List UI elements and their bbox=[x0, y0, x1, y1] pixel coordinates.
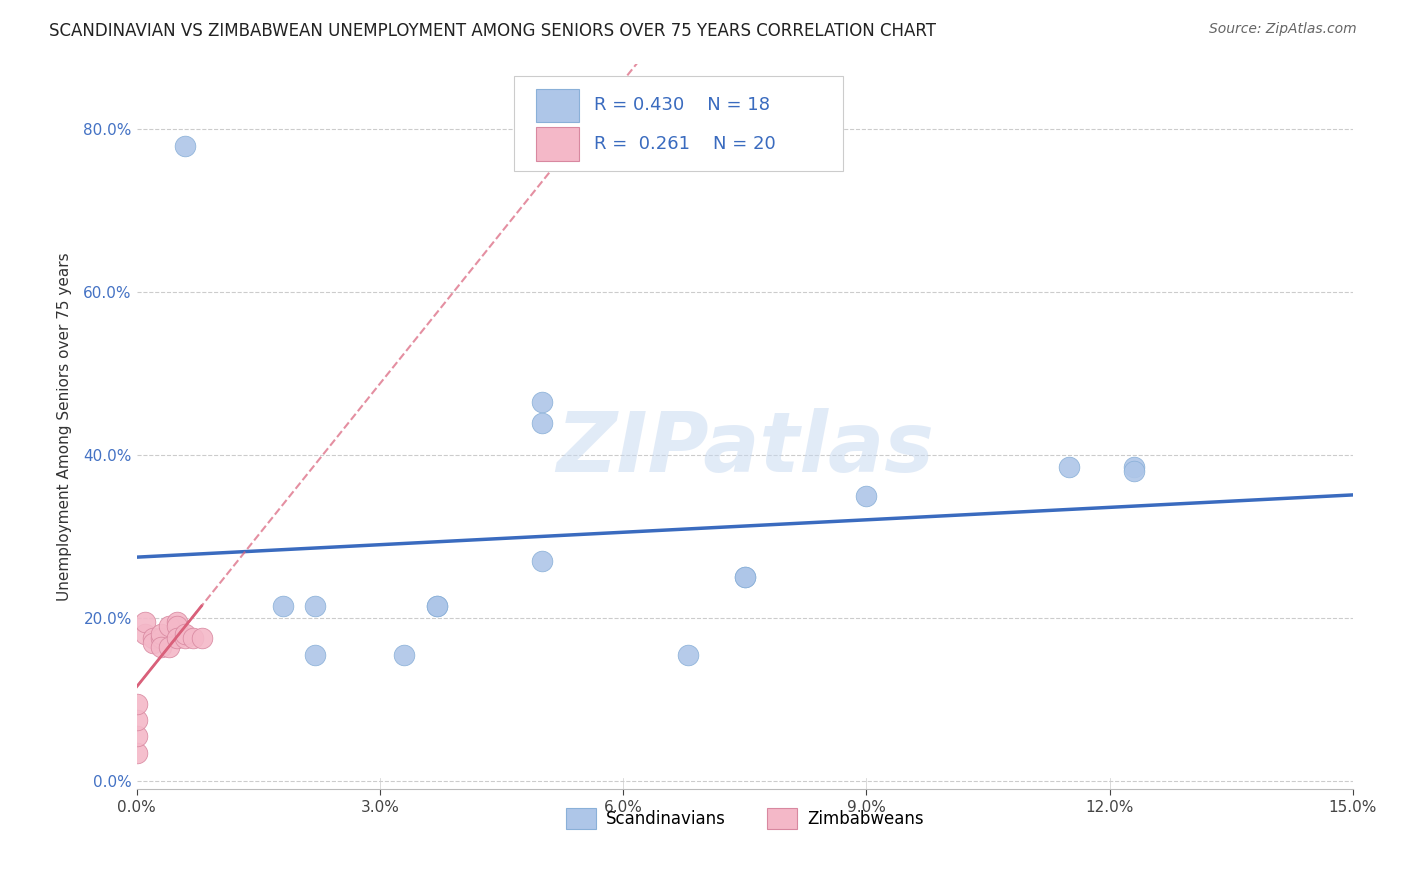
Point bbox=[531, 395, 554, 409]
Y-axis label: Unemployment Among Seniors over 75 years: Unemployment Among Seniors over 75 years bbox=[58, 252, 72, 601]
Point bbox=[149, 627, 172, 641]
Point bbox=[531, 416, 554, 430]
Point bbox=[174, 627, 197, 641]
Point bbox=[125, 746, 148, 760]
Point bbox=[531, 554, 554, 568]
Point bbox=[149, 632, 172, 646]
Point bbox=[174, 138, 197, 153]
Point bbox=[134, 627, 156, 641]
Point bbox=[734, 570, 756, 584]
Point bbox=[426, 599, 449, 613]
Point bbox=[304, 599, 326, 613]
Point bbox=[157, 632, 180, 646]
Legend: Scandinavians, Zimbabweans: Scandinavians, Zimbabweans bbox=[560, 802, 931, 835]
Point bbox=[855, 489, 877, 503]
Point bbox=[392, 648, 415, 662]
Point bbox=[157, 619, 180, 633]
Point bbox=[125, 697, 148, 711]
Point bbox=[157, 640, 180, 654]
Point bbox=[134, 615, 156, 630]
Point bbox=[1122, 465, 1144, 479]
Point bbox=[125, 729, 148, 743]
Point bbox=[190, 632, 212, 646]
Point bbox=[142, 632, 165, 646]
FancyBboxPatch shape bbox=[536, 88, 579, 122]
Point bbox=[426, 599, 449, 613]
Text: R =  0.261    N = 20: R = 0.261 N = 20 bbox=[593, 135, 776, 153]
Point bbox=[1122, 460, 1144, 475]
Point bbox=[174, 632, 197, 646]
Point bbox=[676, 648, 699, 662]
Point bbox=[166, 615, 188, 630]
Point bbox=[183, 632, 205, 646]
Text: R = 0.430    N = 18: R = 0.430 N = 18 bbox=[593, 96, 770, 114]
Point bbox=[166, 619, 188, 633]
FancyBboxPatch shape bbox=[536, 128, 579, 161]
Point bbox=[271, 599, 294, 613]
Point bbox=[1057, 460, 1080, 475]
Point bbox=[166, 632, 188, 646]
Point bbox=[125, 713, 148, 727]
Point bbox=[734, 570, 756, 584]
Point bbox=[304, 648, 326, 662]
Point bbox=[142, 635, 165, 649]
Text: SCANDINAVIAN VS ZIMBABWEAN UNEMPLOYMENT AMONG SENIORS OVER 75 YEARS CORRELATION : SCANDINAVIAN VS ZIMBABWEAN UNEMPLOYMENT … bbox=[49, 22, 936, 40]
FancyBboxPatch shape bbox=[513, 77, 844, 171]
Text: Source: ZipAtlas.com: Source: ZipAtlas.com bbox=[1209, 22, 1357, 37]
Text: ZIPatlas: ZIPatlas bbox=[555, 408, 934, 489]
Point bbox=[149, 640, 172, 654]
